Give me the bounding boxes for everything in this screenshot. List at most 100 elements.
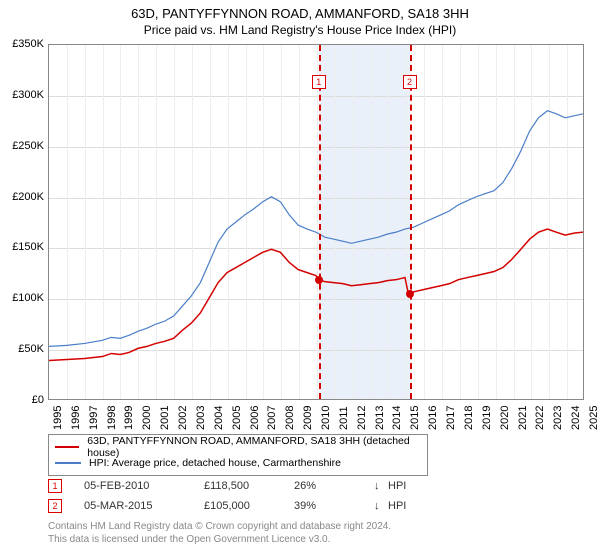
xtick-label: 2009 [302,406,314,430]
highlight-band [319,45,410,399]
xtick-label: 1998 [106,406,118,430]
legend-text-hpi: HPI: Average price, detached house, Carm… [89,457,341,469]
legend-swatch-property [55,446,79,448]
gridline-v [85,45,86,399]
ytick-label: £0 [0,394,44,406]
legend-text-property: 63D, PANTYFFYNNON ROAD, AMMANFORD, SA18 … [87,435,421,459]
sale-date: 05-MAR-2015 [84,500,204,512]
gridline-v [531,45,532,399]
xtick-label: 2001 [159,406,171,430]
ytick-label: £250K [0,140,44,152]
xtick-label: 2002 [177,406,189,430]
xtick-label: 1995 [52,406,64,430]
xtick-label: 2003 [195,406,207,430]
xtick-label: 2014 [391,406,403,430]
xtick-label: 2020 [499,406,511,430]
chart-plot-area: 12 [48,44,584,400]
gridline-h [49,299,583,300]
gridline-v [514,45,515,399]
ytick-label: £100K [0,292,44,304]
gridline-v [192,45,193,399]
sale-against: HPI [388,500,406,512]
ytick-label: £150K [0,241,44,253]
gridline-v [263,45,264,399]
xtick-label: 2005 [231,406,243,430]
gridline-v [299,45,300,399]
attribution-line2: This data is licensed under the Open Gov… [48,533,584,546]
gridline-v [371,45,372,399]
sale-date: 05-FEB-2010 [84,480,204,492]
gridline-v [138,45,139,399]
gridline-v [478,45,479,399]
xtick-label: 2007 [266,406,278,430]
xtick-label: 1999 [123,406,135,430]
legend-row-property: 63D, PANTYFFYNNON ROAD, AMMANFORD, SA18 … [55,439,421,455]
xtick-label: 1996 [70,406,82,430]
xtick-label: 2016 [427,406,439,430]
xtick-label: 2023 [552,406,564,430]
gridline-v [406,45,407,399]
sale-index-box: 2 [48,499,62,513]
ytick-label: £50K [0,343,44,355]
xtick-label: 2021 [517,406,529,430]
sale-row: 2 05-MAR-2015£105,00039%↓HPI [48,496,584,516]
gridline-v [210,45,211,399]
gridline-v [174,45,175,399]
xtick-label: 2017 [445,406,457,430]
xtick-label: 2024 [570,406,582,430]
xtick-label: 2018 [463,406,475,430]
xtick-label: 2022 [534,406,546,430]
xtick-label: 2004 [213,406,225,430]
attribution-line1: Contains HM Land Registry data © Crown c… [48,520,584,533]
chart-subtitle: Price paid vs. HM Land Registry's House … [0,23,600,37]
xtick-label: 2008 [284,406,296,430]
xtick-label: 2019 [481,406,493,430]
gridline-v [103,45,104,399]
gridline-v [388,45,389,399]
sale-point-dot [315,276,323,284]
sale-index-box: 1 [48,479,62,493]
chart-svg [49,45,583,399]
sale-delta: 39% [294,500,374,512]
gridline-h [49,248,583,249]
xtick-label: 2006 [249,406,261,430]
legend-box: 63D, PANTYFFYNNON ROAD, AMMANFORD, SA18 … [48,434,428,476]
gridline-v [567,45,568,399]
xtick-label: 2012 [356,406,368,430]
ytick-label: £200K [0,191,44,203]
marker-line [319,45,321,399]
gridline-v [460,45,461,399]
xtick-label: 2025 [588,406,600,430]
gridline-v [442,45,443,399]
gridline-h [49,198,583,199]
marker-box: 1 [312,75,326,89]
gridline-v [353,45,354,399]
down-arrow-icon: ↓ [374,480,388,492]
title-block: 63D, PANTYFFYNNON ROAD, AMMANFORD, SA18 … [0,0,600,39]
gridline-v [281,45,282,399]
gridline-v [156,45,157,399]
chart-title: 63D, PANTYFFYNNON ROAD, AMMANFORD, SA18 … [0,6,600,21]
down-arrow-icon: ↓ [374,500,388,512]
ytick-label: £300K [0,89,44,101]
gridline-h [49,96,583,97]
sale-row: 105-FEB-2010£118,50026%↓HPI [48,476,584,496]
marker-box: 2 [403,75,417,89]
attribution: Contains HM Land Registry data © Crown c… [48,520,584,546]
sale-delta: 26% [294,480,374,492]
sales-table: 105-FEB-2010£118,50026%↓HPI205-MAR-2015£… [48,476,584,516]
gridline-v [67,45,68,399]
gridline-v [496,45,497,399]
gridline-v [549,45,550,399]
sale-price: £105,000 [204,500,294,512]
gridline-v [246,45,247,399]
sale-point-dot [406,290,414,298]
xtick-label: 2011 [338,406,350,430]
legend-swatch-hpi [55,462,81,464]
gridline-v [424,45,425,399]
sale-against: HPI [388,480,406,492]
xtick-label: 2015 [409,406,421,430]
gridline-v [335,45,336,399]
gridline-v [228,45,229,399]
gridline-h [49,147,583,148]
